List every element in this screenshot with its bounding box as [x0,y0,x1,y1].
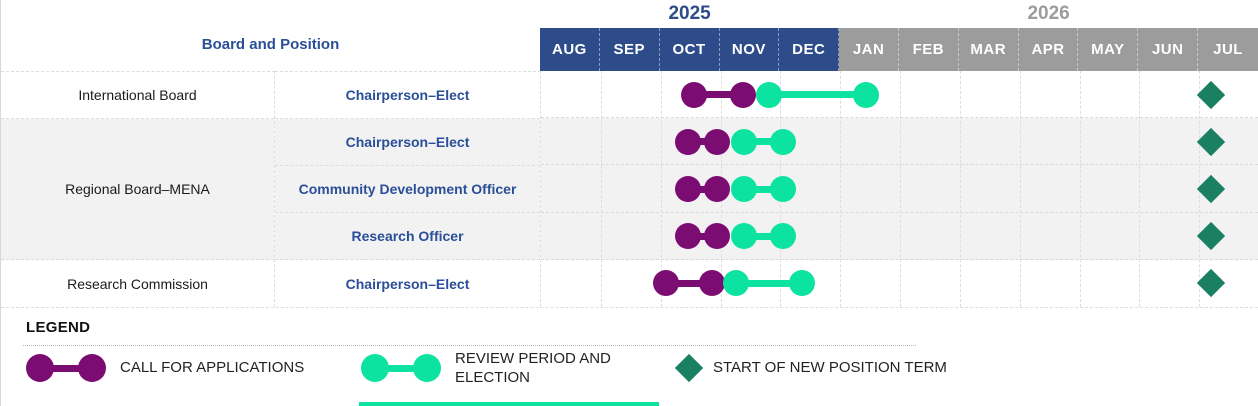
month-header-aug: AUG [540,28,600,71]
column-header-label: Board and Position [201,35,340,53]
call-for-applications-marker-dot [674,128,701,155]
review-period-marker-dot [769,128,796,155]
year-label-2026: 2026 [1027,3,1070,24]
call-for-applications-marker-bar [694,91,743,99]
year-label-2025: 2025 [668,3,711,24]
call-for-applications-marker-dot [653,270,680,297]
month-header-jan: JAN [839,28,899,71]
review-period-marker-dot [769,176,796,202]
cutoff-green-bar [359,402,659,406]
review-period-marker-dot [731,176,758,202]
review-period-marker-bar [736,279,802,287]
timeline-body: International Board Regional Board–MENA Re… [1,71,1258,307]
call-for-applications-marker-dot [729,81,756,108]
timeline-row-stripe [541,212,1258,260]
call-for-applications-marker-bar [687,232,717,240]
review-period-marker-dot [853,81,880,108]
legend-title: LEGEND [26,319,91,336]
timeline-header: Board and Position 2025 2026 AUG SEP OCT NOV… [1,0,1258,71]
board-and-position-header-cell: Board and Position [1,0,540,71]
review-period-marker-bar [744,232,783,240]
review-period-marker-dot [723,270,750,297]
position-column: Chairperson–Elect Chairperson–Elect Commun… [275,71,541,307]
month-gridline [1079,71,1081,307]
call-for-applications-marker-dot [698,270,725,297]
month-row: AUG SEP OCT NOV DEC JAN FEB MAR APR MAY JUN JUL [540,28,1258,71]
legend-item-label: REVIEW PERIOD AND ELECTION [455,349,611,387]
legend-item-call-for-applications: CALL FOR APPLICATIONS [26,347,304,389]
review-period-marker-dot [769,223,796,250]
legend-item-review-period: REVIEW PERIOD AND ELECTION [361,347,630,389]
review-period-marker-bar [744,185,783,193]
call-for-applications-marker-bar [687,185,717,193]
legend-separator [23,345,916,346]
month-header-nov: NOV [719,28,780,71]
board-cell-research-commission: Research Commission [1,260,274,307]
call-for-applications-marker-dot [703,223,730,250]
review-period-dumbbell-icon [361,354,441,382]
month-gridline [1139,71,1141,307]
month-gridline [840,71,842,307]
month-gridline [660,71,662,307]
term-start-diamond-icon [674,353,704,383]
legend-section: LEGEND CALL FOR APPLICATIONS REVIEW PERI… [1,307,1258,406]
call-for-applications-marker-bar [666,279,712,287]
timeline-grid [541,71,1258,307]
month-header-dec: DEC [779,28,840,71]
month-header-oct: OCT [659,28,720,71]
month-gridline [959,71,961,307]
month-header-jul: JUL [1198,28,1258,71]
review-period-marker-dot [788,270,815,297]
review-period-marker-bar [744,138,783,146]
call-for-applications-marker-dot [703,128,730,155]
call-for-applications-marker-dot [674,176,701,202]
month-gridline [900,71,901,307]
year-row: 2025 2026 [540,0,1258,28]
month-header-mar: MAR [958,28,1019,71]
month-header-feb: FEB [898,28,959,71]
position-cell-research-officer: Research Officer [275,213,540,260]
review-period-marker-dot [731,128,758,155]
timeline-row-stripe [541,165,1258,213]
month-gridline [1019,71,1021,307]
timeline-row-stripe [541,118,1258,166]
review-period-marker-dot [755,81,782,108]
board-cell-international-board: International Board [1,72,274,119]
timeline-row-stripe [541,71,1258,119]
board-column: International Board Regional Board–MENA Re… [1,71,275,307]
call-for-applications-marker-bar [687,138,717,146]
position-cell-chairperson-elect: Chairperson–Elect [275,72,540,119]
months-header: 2025 2026 AUG SEP OCT NOV DEC JAN FEB MAR APR MAY J… [540,0,1258,71]
legend-item-term-start: START OF NEW POSITION TERM [674,347,947,389]
month-gridline [600,71,602,307]
position-cell-chairperson-elect: Chairperson–Elect [275,119,540,166]
call-for-applications-marker-dot [681,81,708,108]
review-period-marker-dot [731,223,758,250]
month-header-sep: SEP [599,28,660,71]
position-cell-community-development-officer: Community Development Officer [275,166,540,213]
legend-item-label: CALL FOR APPLICATIONS [120,359,305,377]
position-cell-chairperson-elect: Chairperson–Elect [275,260,540,307]
month-header-jun: JUN [1138,28,1199,71]
month-header-may: MAY [1078,28,1139,71]
review-period-marker-bar [768,91,867,99]
month-header-apr: APR [1018,28,1079,71]
call-for-applications-dumbbell-icon [26,354,106,382]
call-for-applications-marker-dot [703,176,730,202]
call-for-applications-marker-dot [674,223,701,250]
board-cell-regional-board-mena: Regional Board–MENA [1,119,274,261]
legend-item-label: START OF NEW POSITION TERM [713,359,947,377]
